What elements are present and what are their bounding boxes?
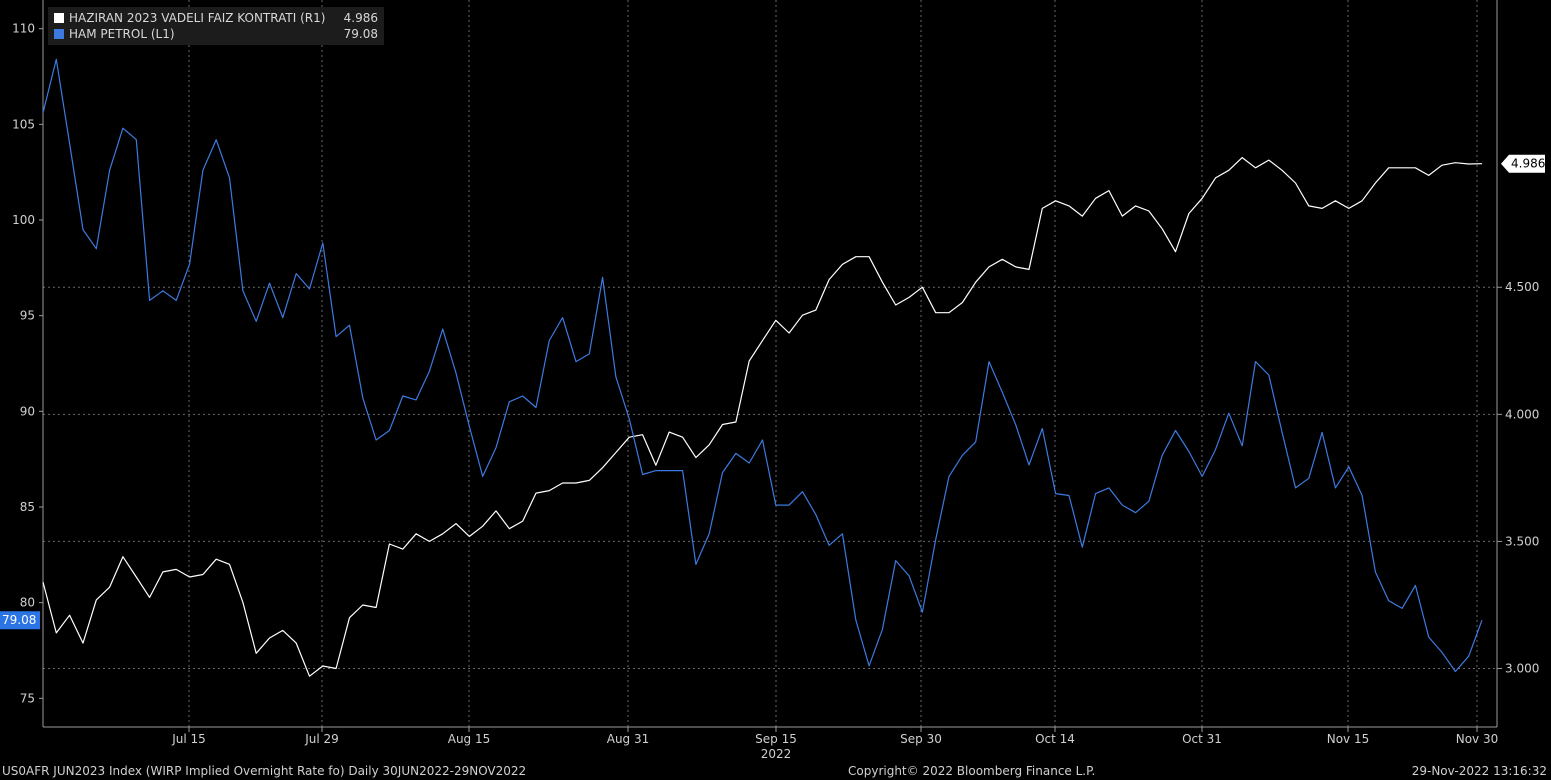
- legend-label-oil: HAM PETROL (L1): [69, 27, 175, 41]
- badge-rate-label: 4.986: [1511, 157, 1545, 171]
- legend-swatch-white: [54, 13, 64, 23]
- x-year-label: 2022: [761, 747, 792, 761]
- ticks: 75 80 85 90 95 100 105 110 3.000 3.500 4.000 4.500 J…: [12, 22, 1539, 761]
- badge-rate-bg: [1501, 154, 1545, 173]
- series-layer: [42, 58, 1483, 677]
- legend-label-rate: HAZIRAN 2023 VADELI FAIZ KONTRATI (R1): [69, 11, 326, 25]
- left-tick-label: 75: [20, 691, 35, 705]
- left-tick-label: 90: [20, 404, 35, 418]
- x-tick-label: Oct 31: [1182, 732, 1222, 746]
- series-line-rate: [42, 157, 1483, 677]
- last-value-badges: 4.986 79.08: [0, 154, 1545, 630]
- x-tick-label: Aug 31: [607, 732, 650, 746]
- left-tick-label: 105: [12, 117, 35, 131]
- right-tick-label: 4.500: [1505, 280, 1539, 294]
- right-tick-label: 4.000: [1505, 407, 1539, 421]
- footer-timestamp: 29-Nov-2022 13:16:32: [1411, 764, 1547, 778]
- left-tick-label: 85: [20, 500, 35, 514]
- legend-swatch-blue: [54, 29, 64, 39]
- legend-value-rate: 4.986: [343, 11, 378, 25]
- left-tick-label: 110: [12, 22, 35, 36]
- left-tick-label: 100: [12, 213, 35, 227]
- badge-oil: 79.08: [0, 611, 40, 630]
- badge-oil-label: 79.08: [2, 613, 36, 627]
- badge-oil-bg: [0, 611, 40, 630]
- grid: [43, 0, 1497, 727]
- legend-row-rate: HAZIRAN 2023 VADELI FAIZ KONTRATI (R1) 4…: [54, 10, 378, 26]
- left-tick-label: 95: [20, 309, 35, 323]
- axes: [42, 0, 1498, 728]
- x-tick-label: Sep 30: [900, 732, 942, 746]
- left-tick-label: 80: [20, 596, 35, 610]
- series-line-oil: [42, 58, 1483, 673]
- x-tick-label: Oct 14: [1035, 732, 1075, 746]
- x-tick-label: Jul 15: [171, 732, 206, 746]
- footer-copyright: Copyright© 2022 Bloomberg Finance L.P.: [848, 764, 1096, 778]
- x-tick-label: Jul 29: [304, 732, 339, 746]
- legend: HAZIRAN 2023 VADELI FAIZ KONTRATI (R1) 4…: [48, 7, 384, 45]
- x-tick-label: Nov 30: [1456, 732, 1499, 746]
- x-tick-label: Sep 15: [755, 732, 797, 746]
- legend-row-oil: HAM PETROL (L1) 79.08: [54, 26, 378, 42]
- right-tick-label: 3.500: [1505, 534, 1539, 548]
- legend-value-oil: 79.08: [343, 27, 378, 41]
- right-tick-label: 3.000: [1505, 662, 1539, 676]
- footer-index-info: US0AFR JUN2023 Index (WIRP Implied Overn…: [2, 764, 527, 778]
- x-tick-label: Aug 15: [448, 732, 491, 746]
- badge-rate: 4.986: [1501, 154, 1545, 173]
- x-tick-label: Nov 15: [1327, 732, 1370, 746]
